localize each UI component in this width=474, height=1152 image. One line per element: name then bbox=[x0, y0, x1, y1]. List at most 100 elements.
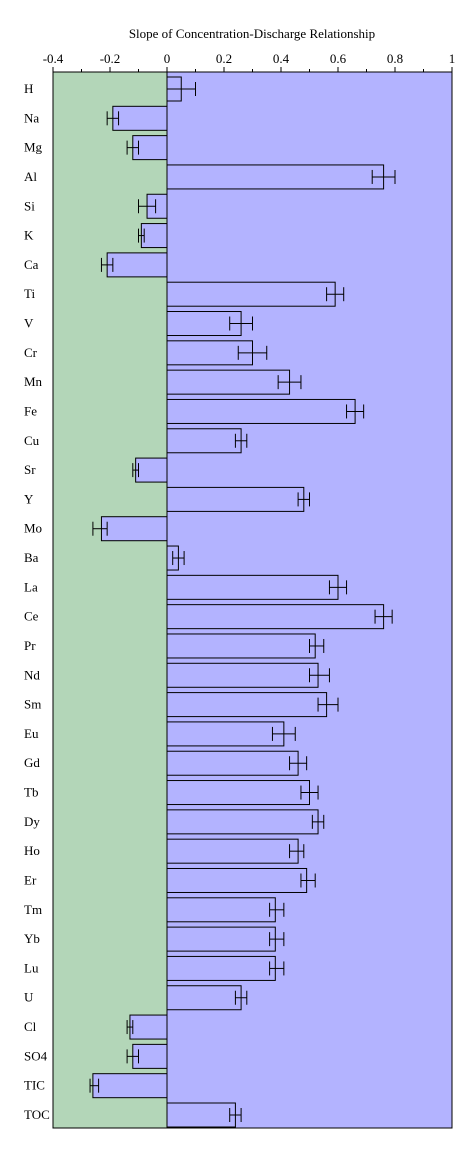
error-bar-nd bbox=[309, 668, 330, 683]
bar-mn bbox=[166, 369, 291, 395]
category-label-cu: Cu bbox=[24, 433, 40, 448]
bar-mo bbox=[100, 516, 168, 542]
category-label-ho: Ho bbox=[24, 843, 40, 858]
error-bar-al bbox=[371, 169, 396, 184]
bar-dy bbox=[166, 809, 319, 835]
bar-cu bbox=[166, 428, 242, 454]
error-bar-si bbox=[138, 199, 157, 214]
error-bar-so4 bbox=[126, 1049, 139, 1064]
category-label-v: V bbox=[24, 316, 34, 331]
error-bar-cr bbox=[237, 345, 268, 360]
category-label-na: Na bbox=[24, 110, 39, 125]
x-tick-label: 0.4 bbox=[273, 51, 290, 66]
x-tick-label: 1 bbox=[449, 51, 456, 66]
error-bar-v bbox=[229, 316, 253, 331]
x-axis-ticks: -0.4 -0.2 0 0.2 0.4 0.6 0.8 1 bbox=[43, 51, 456, 72]
error-bar-k bbox=[138, 228, 145, 243]
category-label-tm: Tm bbox=[24, 902, 42, 917]
bar-tb bbox=[166, 780, 310, 806]
category-label-ce: Ce bbox=[24, 609, 39, 624]
error-bar-dy bbox=[311, 814, 325, 829]
category-label-ti: Ti bbox=[24, 286, 35, 301]
error-bar-series bbox=[89, 82, 396, 1122]
category-label-cl: Cl bbox=[24, 1019, 37, 1034]
bar-al bbox=[166, 164, 385, 190]
category-label-mo: Mo bbox=[24, 521, 42, 536]
bar-cl bbox=[129, 1014, 168, 1040]
category-label-al: Al bbox=[24, 169, 37, 184]
error-bar-y bbox=[297, 492, 310, 507]
error-bar-ho bbox=[289, 844, 305, 859]
category-label-mn: Mn bbox=[24, 374, 43, 389]
error-bar-cu bbox=[234, 433, 248, 448]
category-label-cr: Cr bbox=[24, 345, 38, 360]
error-bar-tm bbox=[269, 902, 285, 917]
x-tick-label: 0.2 bbox=[216, 51, 232, 66]
bar-tic bbox=[92, 1073, 168, 1099]
error-bar-cl bbox=[126, 1020, 134, 1035]
bar-ca bbox=[106, 252, 168, 278]
bar-sm bbox=[166, 692, 328, 718]
category-label-so4: SO4 bbox=[24, 1048, 48, 1063]
category-label-er: Er bbox=[24, 872, 37, 887]
category-label-yb: Yb bbox=[24, 931, 40, 946]
bar-eu bbox=[166, 721, 285, 747]
error-bar-fe bbox=[346, 404, 365, 419]
error-bar-pr bbox=[309, 638, 325, 653]
x-tick-label: 0.6 bbox=[330, 51, 347, 66]
bar-er bbox=[166, 867, 308, 893]
error-bar-tic bbox=[89, 1078, 100, 1093]
bar-sr bbox=[135, 457, 168, 483]
category-label-h: H bbox=[24, 81, 33, 96]
category-label-u: U bbox=[24, 990, 34, 1005]
bar-u bbox=[166, 985, 242, 1011]
category-label-k: K bbox=[24, 228, 34, 243]
x-tick-label: -0.4 bbox=[43, 51, 64, 66]
category-label-eu: Eu bbox=[24, 726, 39, 741]
category-label-pr: Pr bbox=[24, 638, 36, 653]
bar-ce bbox=[166, 604, 385, 630]
bar-ti bbox=[166, 281, 336, 307]
category-label-sm: Sm bbox=[24, 697, 41, 712]
category-label-toc: TOC bbox=[24, 1107, 50, 1122]
bar-pr bbox=[166, 633, 316, 659]
chart-title: Slope of Concentration-Discharge Relatio… bbox=[129, 26, 375, 41]
bar-gd bbox=[166, 750, 299, 776]
error-bar-gd bbox=[289, 756, 308, 771]
x-tick-label: -0.2 bbox=[100, 51, 121, 66]
error-bar-yb bbox=[269, 932, 285, 947]
category-label-mg: Mg bbox=[24, 140, 43, 155]
category-label-sr: Sr bbox=[24, 462, 36, 477]
error-bar-mo bbox=[92, 521, 108, 536]
error-bar-mn bbox=[277, 375, 302, 390]
bar-toc bbox=[166, 1102, 236, 1128]
category-label-si: Si bbox=[24, 198, 35, 213]
error-bar-ti bbox=[326, 287, 345, 302]
positive-region bbox=[167, 72, 452, 1128]
bar-ho bbox=[166, 838, 299, 864]
category-label-fe: Fe bbox=[24, 403, 37, 418]
category-label-lu: Lu bbox=[24, 960, 39, 975]
bar-la bbox=[166, 574, 339, 600]
category-label-la: La bbox=[24, 579, 38, 594]
error-bar-na bbox=[106, 111, 120, 126]
bar-na bbox=[112, 105, 168, 131]
bar-tm bbox=[166, 897, 276, 923]
error-bar-u bbox=[234, 990, 248, 1005]
category-label-gd: Gd bbox=[24, 755, 40, 770]
x-tick-label: 0 bbox=[164, 51, 171, 66]
error-bar-toc bbox=[229, 1108, 242, 1122]
bar-yb bbox=[166, 926, 276, 952]
category-label-ca: Ca bbox=[24, 257, 39, 272]
bar-fe bbox=[166, 398, 356, 424]
error-bar-tb bbox=[300, 785, 319, 800]
category-labels: H Na Mg Al Si K Ca Ti V Cr Mn Fe Cu Sr Y Mo Ba La Ce Pr Nd Sm… bbox=[24, 81, 50, 1122]
bar-k bbox=[140, 223, 168, 249]
error-bar-ce bbox=[374, 609, 393, 624]
error-bar-sr bbox=[132, 463, 139, 478]
error-bar-lu bbox=[269, 961, 285, 976]
error-bar-mg bbox=[126, 140, 139, 155]
error-bar-ba bbox=[172, 551, 185, 566]
